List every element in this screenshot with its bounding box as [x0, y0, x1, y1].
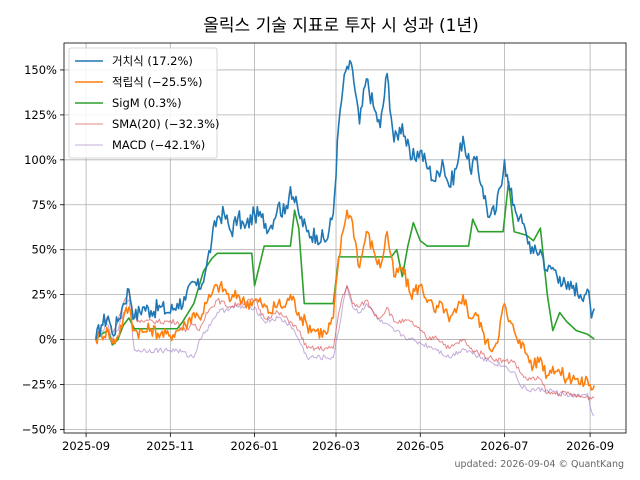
y-tick-label: −50%	[22, 422, 57, 436]
legend: 거치식 (17.2%) 적립식 (−25.5%) SigM (0.3%) SMA(20…	[68, 47, 220, 159]
x-tick-label: 2026-07	[480, 439, 528, 453]
y-tick-label: 125%	[24, 108, 57, 122]
x-tick-label: 2026-03	[312, 439, 360, 453]
legend-label: 적립식 (−25.5%)	[112, 75, 203, 89]
series-line-0	[94, 59, 595, 340]
chart-title: 올릭스 기술 지표로 투자 시 성과 (1년)	[203, 16, 478, 36]
footer-credit: updated: 2026-09-04 © QuantKang	[455, 459, 624, 470]
series-line-2	[95, 180, 595, 346]
legend-box	[68, 47, 218, 159]
x-tick-label: 2025-11	[146, 439, 194, 453]
y-tick-label: 150%	[24, 63, 57, 77]
legend-label: 거치식 (17.2%)	[112, 54, 193, 68]
y-tick-label: 25%	[31, 288, 57, 302]
series-line-4	[95, 285, 595, 416]
y-tick-label: 0%	[39, 333, 57, 347]
y-tick-label: 50%	[31, 243, 57, 257]
series-line-1	[95, 209, 595, 391]
x-tick-label: 2026-09	[566, 439, 614, 453]
x-tick-label: 2025-09	[62, 439, 110, 453]
x-tick-label: 2026-05	[396, 439, 444, 453]
legend-label: SMA(20) (−32.3%)	[112, 117, 220, 131]
series-layer	[94, 59, 595, 416]
x-tick-label: 2026-01	[231, 439, 279, 453]
legend-label: SigM (0.3%)	[112, 96, 182, 110]
legend-label: MACD (−42.1%)	[112, 138, 205, 152]
y-tick-label: 100%	[24, 153, 57, 167]
y-tick-label: −25%	[22, 377, 57, 391]
y-tick-label: 75%	[31, 198, 57, 212]
series-line-3	[95, 285, 595, 401]
plot-frame	[63, 42, 627, 434]
axis-layer: −50% −25% 0% 25% 50% 75% 100% 125% 150% 2025-09 20…	[22, 63, 614, 453]
